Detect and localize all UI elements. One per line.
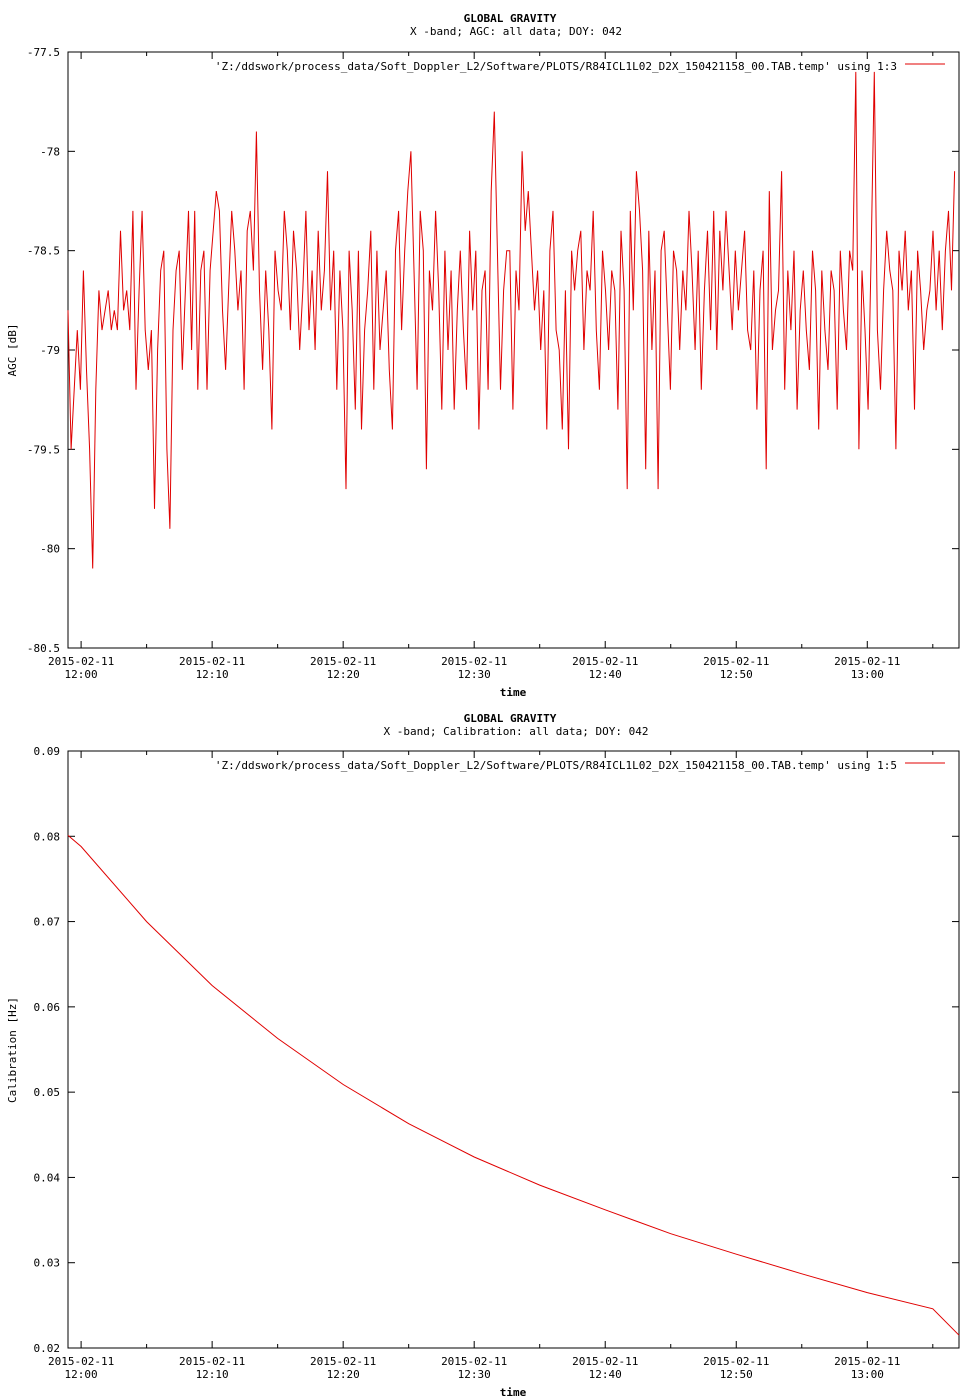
x-tick-label-date: 2015-02-11 [179, 1355, 245, 1368]
chart-subtitle: X -band; Calibration: all data; DOY: 042 [384, 725, 649, 738]
chart-subtitle: X -band; AGC: all data; DOY: 042 [410, 25, 622, 38]
x-tick-label-date: 2015-02-11 [310, 1355, 376, 1368]
x-tick-label-time: 12:20 [327, 1368, 360, 1381]
x-tick-label-date: 2015-02-11 [441, 655, 507, 668]
x-tick-label-time: 12:50 [720, 1368, 753, 1381]
chart-title: GLOBAL GRAVITY [464, 712, 557, 725]
x-tick-label-date: 2015-02-11 [703, 1355, 769, 1368]
x-tick-label-time: 12:00 [65, 668, 98, 681]
y-tick-label: 0.08 [34, 830, 61, 843]
agc-chart: GLOBAL GRAVITY X -band; AGC: all data; D… [6, 12, 960, 699]
y-tick-label: 0.03 [34, 1257, 61, 1270]
x-tick-label-time: 12:30 [458, 1368, 491, 1381]
x-axis-label: time [500, 1386, 527, 1399]
x-tick-label-time: 12:00 [65, 1368, 98, 1381]
x-tick-label-time: 13:00 [851, 668, 884, 681]
x-axis-label: time [500, 686, 527, 699]
plot-frame [67, 750, 960, 1349]
x-tick-label-time: 12:10 [196, 1368, 229, 1381]
y-tick-label: -80 [40, 543, 60, 556]
x-tick-label-date: 2015-02-11 [441, 1355, 507, 1368]
x-tick-label-time: 12:30 [458, 668, 491, 681]
y-tick-label: -78.5 [27, 245, 60, 258]
x-tick-label-date: 2015-02-11 [703, 655, 769, 668]
y-tick-label: 0.02 [34, 1342, 61, 1355]
y-tick-label: -79 [40, 344, 60, 357]
calibration-chart: GLOBAL GRAVITY X -band; Calibration: all… [6, 712, 960, 1399]
chart-title: GLOBAL GRAVITY [464, 12, 557, 25]
y-tick-label: 0.04 [34, 1171, 61, 1184]
y-tick-label: -80.5 [27, 642, 60, 655]
x-tick-label-time: 12:40 [589, 668, 622, 681]
y-tick-label: -79.5 [27, 443, 60, 456]
x-axis-ticks: 2015-02-1112:002015-02-1112:102015-02-11… [48, 751, 934, 1381]
x-tick-label-date: 2015-02-11 [48, 1355, 114, 1368]
y-tick-label: -77.5 [27, 46, 60, 59]
y-tick-label: 0.07 [34, 916, 61, 929]
y-axis-label: AGC [dB] [6, 324, 19, 377]
x-tick-label-date: 2015-02-11 [48, 655, 114, 668]
y-tick-label: 0.09 [34, 745, 61, 758]
x-tick-label-time: 12:10 [196, 668, 229, 681]
y-tick-label: -78 [40, 145, 60, 158]
x-tick-label-date: 2015-02-11 [572, 1355, 638, 1368]
x-tick-label-time: 12:20 [327, 668, 360, 681]
calibration-series-line [67, 835, 960, 1336]
x-tick-label-date: 2015-02-11 [179, 655, 245, 668]
x-tick-label-time: 13:00 [851, 1368, 884, 1381]
x-axis-ticks: 2015-02-1112:002015-02-1112:102015-02-11… [48, 52, 934, 681]
x-tick-label-date: 2015-02-11 [834, 655, 900, 668]
legend-label: 'Z:/ddswork/process_data/Soft_Doppler_L2… [215, 60, 897, 73]
y-tick-label: 0.05 [34, 1086, 61, 1099]
x-tick-label-time: 12:40 [589, 1368, 622, 1381]
x-tick-label-time: 12:50 [720, 668, 753, 681]
x-tick-label-date: 2015-02-11 [310, 655, 376, 668]
y-axis-ticks: -77.5 -78 -78.5 -79 -79.5 -80 -80.5 [27, 46, 959, 655]
x-tick-label-date: 2015-02-11 [834, 1355, 900, 1368]
x-tick-label-date: 2015-02-11 [572, 655, 638, 668]
agc-series-line [67, 71, 956, 569]
y-tick-label: 0.06 [34, 1001, 61, 1014]
y-axis-ticks: 0.09 0.08 0.07 0.06 0.05 0.04 0.03 0.02 [34, 745, 959, 1355]
legend-label: 'Z:/ddswork/process_data/Soft_Doppler_L2… [215, 759, 897, 772]
plot-frame [67, 51, 960, 649]
y-axis-label: Calibration [Hz] [6, 997, 19, 1103]
